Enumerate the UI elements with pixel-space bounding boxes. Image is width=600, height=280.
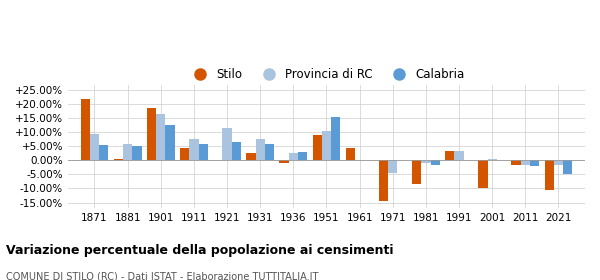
Bar [454,151,464,160]
Bar [156,114,166,160]
Bar [554,160,563,165]
Bar [379,160,388,201]
Bar [331,117,340,160]
Bar [530,160,539,166]
Bar [421,160,431,163]
Bar [388,160,397,173]
Bar [431,160,440,165]
Bar [313,135,322,160]
Bar [265,144,274,160]
Text: COMUNE DI STILO (RC) - Dati ISTAT - Elaborazione TUTTITALIA.IT: COMUNE DI STILO (RC) - Dati ISTAT - Elab… [6,272,319,280]
Bar [132,146,142,160]
Bar [445,151,454,160]
Bar [563,160,572,174]
Bar [246,153,256,160]
Bar [189,139,199,160]
Bar [478,160,488,188]
Bar [232,142,241,160]
Bar [511,160,521,165]
Bar [521,160,530,165]
Bar [488,159,497,160]
Bar [322,131,331,160]
Bar [99,145,109,160]
Bar [412,160,421,184]
Bar [166,125,175,160]
Bar [289,153,298,160]
Bar [114,159,123,160]
Bar [256,139,265,160]
Bar [545,160,554,190]
Bar [280,160,289,163]
Bar [180,148,189,160]
Text: Variazione percentuale della popolazione ai censimenti: Variazione percentuale della popolazione… [6,244,394,256]
Bar [147,108,156,160]
Bar [346,148,355,160]
Bar [123,144,132,160]
Legend: Stilo, Provincia di RC, Calabria: Stilo, Provincia di RC, Calabria [184,63,469,86]
Bar [298,152,307,160]
Bar [90,134,99,160]
Bar [199,144,208,160]
Bar [223,128,232,160]
Bar [80,99,90,160]
